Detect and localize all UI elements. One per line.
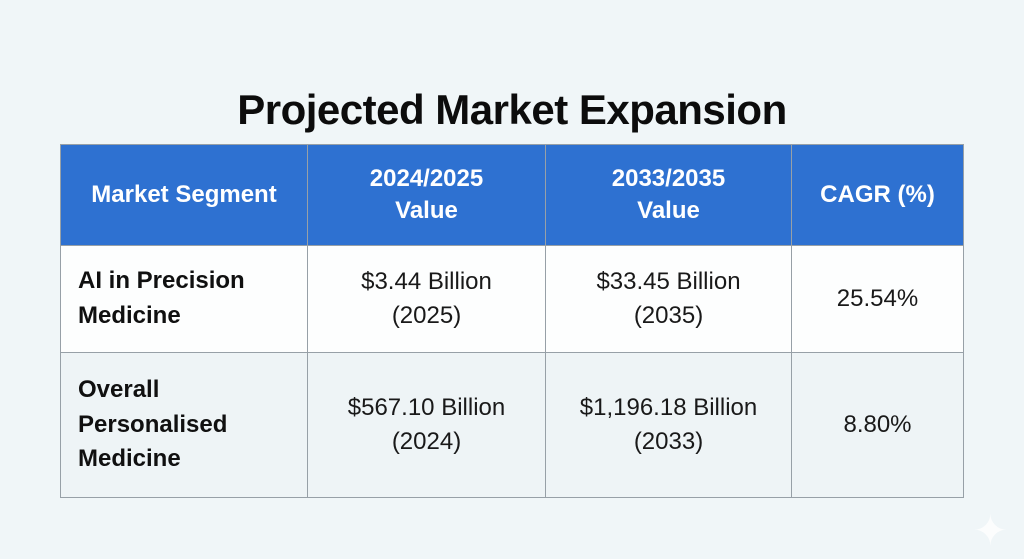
table-header-row: Market Segment 2024/2025 Value 2033/2035… xyxy=(60,144,964,246)
column-header-near-value: 2024/2025 Value xyxy=(307,144,546,246)
column-header-market-segment: Market Segment xyxy=(60,144,308,246)
near-value-cell: $3.44 Billion (2025) xyxy=(307,245,546,353)
column-header-far-value: 2033/2035 Value xyxy=(545,144,792,246)
column-header-cagr: CAGR (%) xyxy=(791,144,964,246)
page-title: Projected Market Expansion xyxy=(237,86,787,134)
market-expansion-table: Market Segment 2024/2025 Value 2033/2035… xyxy=(60,144,964,498)
table-row-overall-personalised-medicine: Overall Personalised Medicine $567.10 Bi… xyxy=(60,352,964,498)
sparkle-icon: ✦ xyxy=(972,507,1008,554)
near-value-cell: $567.10 Billion (2024) xyxy=(307,352,546,498)
cagr-cell: 8.80% xyxy=(791,352,964,498)
segment-cell: Overall Personalised Medicine xyxy=(60,352,308,498)
segment-cell: AI in Precision Medicine xyxy=(60,245,308,353)
table-row-ai-precision-medicine: AI in Precision Medicine $3.44 Billion (… xyxy=(60,245,964,353)
cagr-cell: 25.54% xyxy=(791,245,964,353)
far-value-cell: $1,196.18 Billion (2033) xyxy=(545,352,792,498)
far-value-cell: $33.45 Billion (2035) xyxy=(545,245,792,353)
